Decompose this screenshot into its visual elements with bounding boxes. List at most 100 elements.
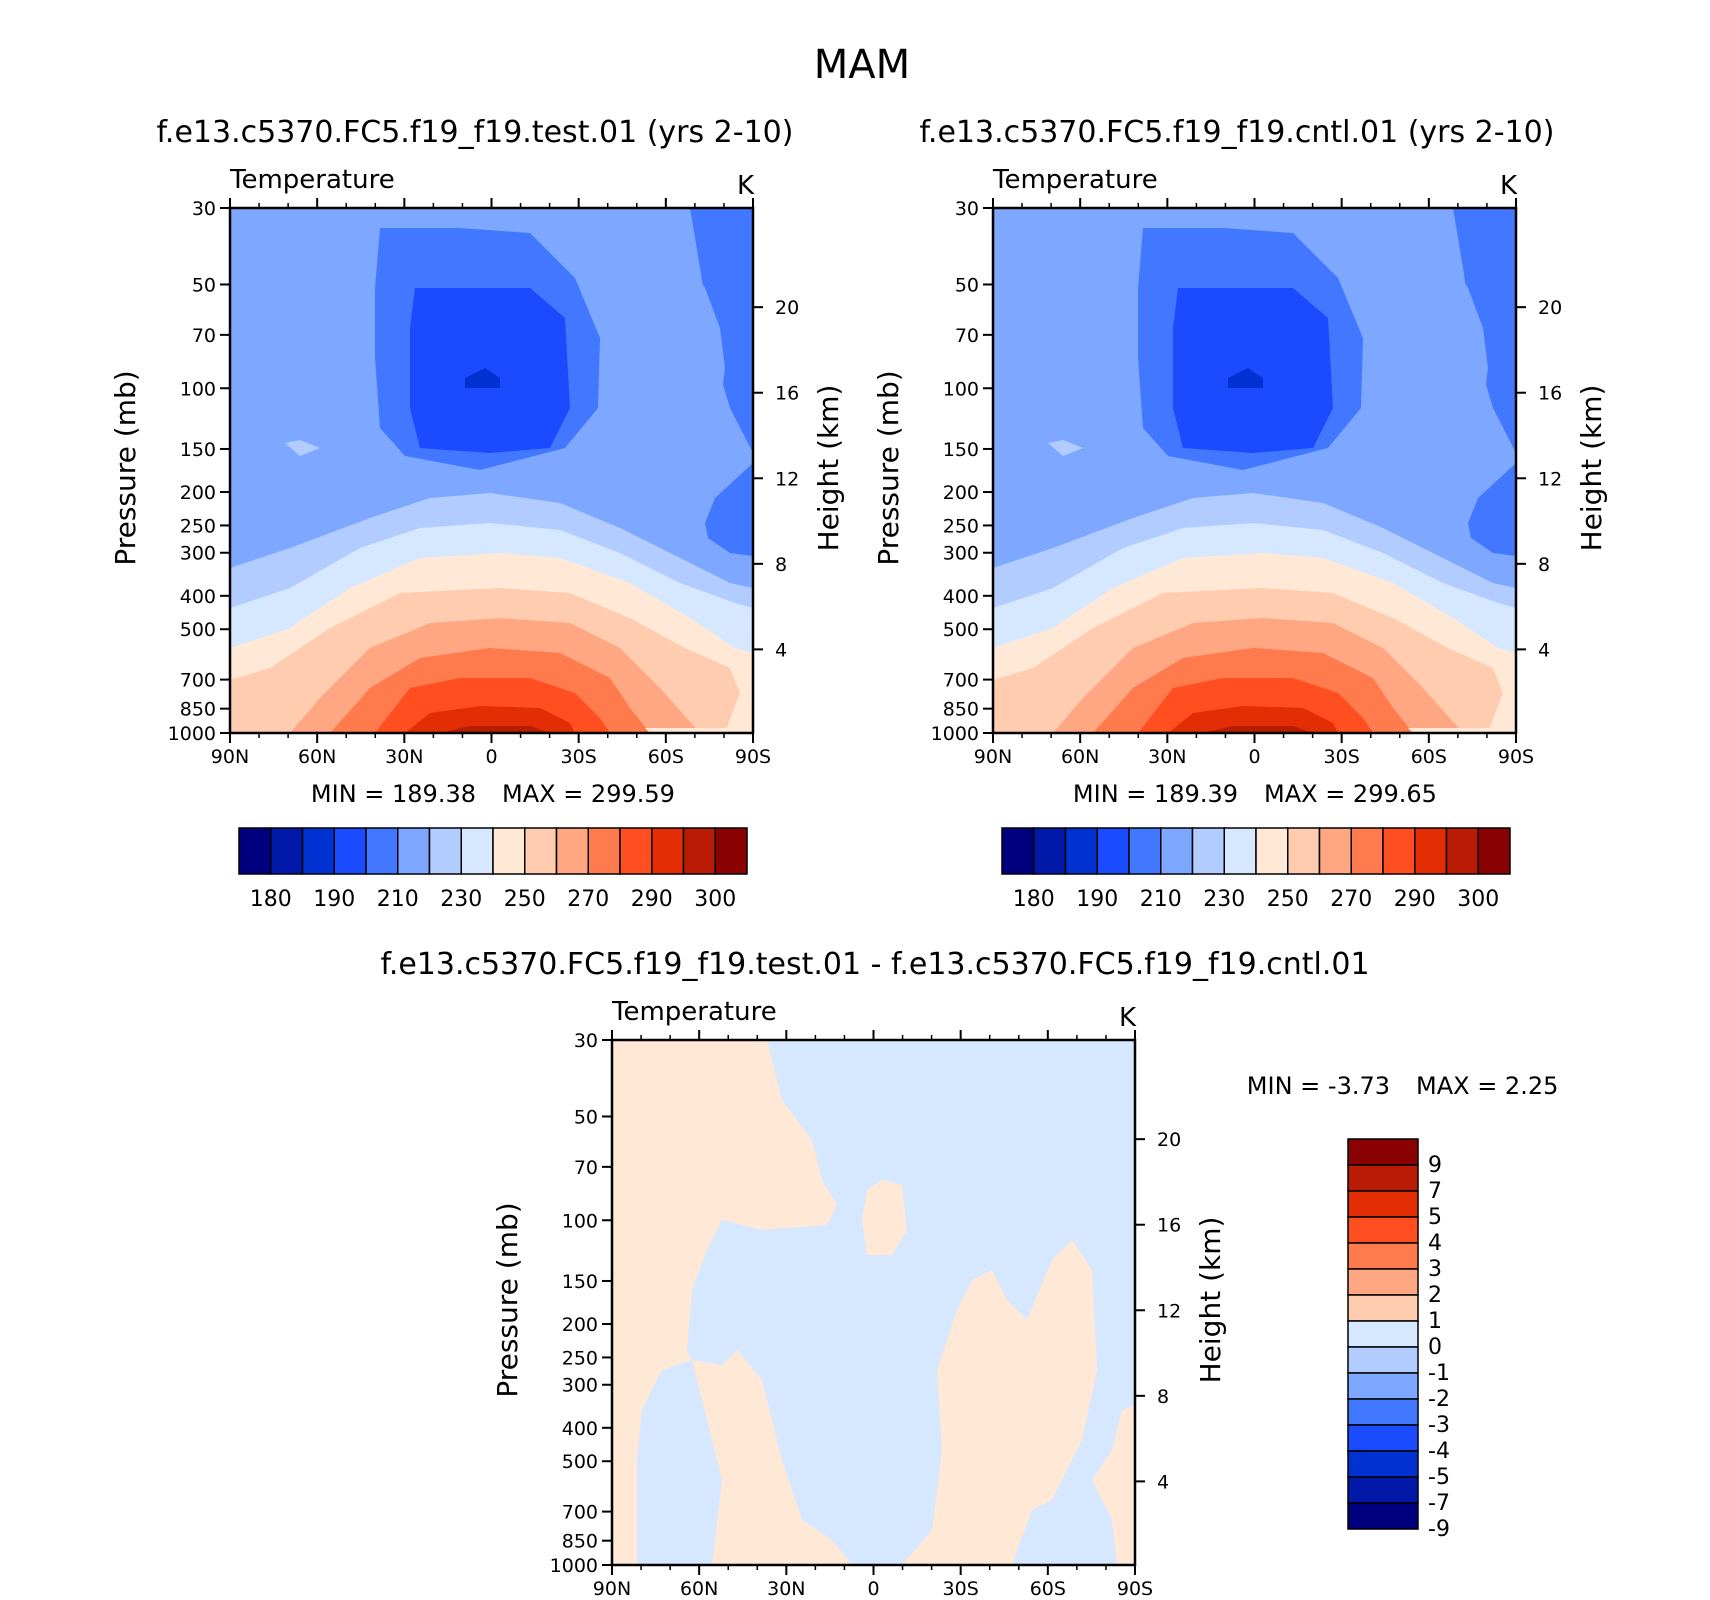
colorbar-box	[333, 827, 367, 875]
colorbar-box	[1128, 827, 1162, 875]
colorbar-box	[1347, 1164, 1419, 1192]
colorbar-box	[1096, 827, 1130, 875]
y-tick-label: 200	[562, 1314, 598, 1336]
variable-label: Temperature	[992, 165, 1158, 195]
y-tick-label: 400	[943, 586, 979, 608]
colorbar-box	[1477, 827, 1511, 875]
y-tick-label: 1000	[550, 1555, 598, 1577]
contour-band-295	[1168, 706, 1338, 733]
colorbar-box	[1414, 827, 1448, 875]
y-tick-label: 700	[943, 670, 979, 692]
panel-cntl-axes: 90N 60N 30N 0 30S 60S 90S 30 50 70 100 150 200 250 300…	[872, 165, 1608, 808]
panel-diff-title: f.e13.c5370.FC5.f19_f19.test.01 - f.e13.…	[380, 947, 1369, 982]
colorbar-box	[524, 827, 558, 875]
colorbar-label: 250	[1267, 887, 1309, 912]
colorbar-box	[1318, 827, 1352, 875]
x-tick-label: 60S	[648, 746, 684, 768]
y-tick-label: 250	[943, 515, 979, 537]
colorbar-label: 3	[1428, 1257, 1442, 1282]
panel-cntl-title: f.e13.c5370.FC5.f19_f19.cntl.01 (yrs 2-1…	[920, 115, 1555, 150]
colorbar-box	[651, 827, 685, 875]
y-tick-label: 1000	[931, 723, 979, 745]
colorbar-box	[1347, 1190, 1419, 1218]
y-tick-label: 100	[562, 1210, 598, 1232]
x-tick-label: 90N	[211, 746, 249, 768]
panel-test-axes: 90N 60N 30N 0 30S 60S 90S 30 50 70 100 150 200 250 300…	[109, 165, 845, 808]
y-tick-label: 500	[562, 1451, 598, 1473]
colorbar-box	[1255, 827, 1289, 875]
colorbar-box	[1033, 827, 1067, 875]
panel-test-title: f.e13.c5370.FC5.f19_f19.test.01 (yrs 2-1…	[157, 115, 794, 150]
contour-band-210-east-low	[705, 463, 753, 556]
x-tick-label: 30S	[943, 1578, 979, 1600]
colorbar-box	[460, 827, 494, 875]
max-label: MAX = 299.65	[1264, 780, 1437, 808]
colorbar-label: -5	[1428, 1465, 1450, 1490]
colorbar-box	[1382, 827, 1416, 875]
contour-band-210-east	[1453, 208, 1516, 453]
colorbar-box	[1347, 1476, 1419, 1504]
colorbar-label: 0	[1428, 1335, 1442, 1360]
min-label: MIN = -3.73	[1247, 1072, 1390, 1100]
contour-band-190	[1228, 368, 1263, 388]
panel-diff-axes: 90N 60N 30N 0 30S 60S 90S305070100150200250300…	[491, 997, 1558, 1600]
units-label: K	[1119, 1003, 1137, 1033]
colorbar-box	[587, 827, 621, 875]
contour-band-pos-pole	[1092, 1405, 1135, 1565]
y-tick-label: 200	[180, 482, 216, 504]
colorbar-box	[1347, 1346, 1419, 1374]
colorbar-box	[1287, 827, 1321, 875]
max-label: MAX = 2.25	[1416, 1072, 1558, 1100]
colorbar-box	[1347, 1294, 1419, 1322]
height-tick-label: 16	[1538, 383, 1562, 405]
y-tick-label: 150	[180, 439, 216, 461]
contour-band-pos-tropic	[862, 1180, 907, 1255]
x-tick-label: 30N	[385, 746, 423, 768]
colorbar-box	[619, 827, 653, 875]
y-tick-label: 850	[943, 699, 979, 721]
y-tick-label: 400	[562, 1418, 598, 1440]
colorbar-label: 300	[1457, 887, 1499, 912]
height-tick-label: 20	[1157, 1129, 1181, 1151]
y-tick-label: 1000	[168, 723, 216, 745]
x-tick-label: 90S	[1117, 1578, 1153, 1600]
colorbar-box	[1347, 1424, 1419, 1452]
contour-band-200	[1173, 288, 1333, 453]
panel-test-contours	[230, 208, 753, 733]
contour-band-295	[405, 706, 575, 733]
colorbar-label: -2	[1428, 1387, 1450, 1412]
x-tick-label: 0	[867, 1578, 879, 1600]
colorbar-label: 180	[1013, 887, 1055, 912]
y-tick-label: 300	[562, 1375, 598, 1397]
colorbar-box	[1445, 827, 1479, 875]
y-tick-label: 500	[943, 619, 979, 641]
x-tick-label: 60N	[298, 746, 336, 768]
height-tick-label: 20	[1538, 297, 1562, 319]
colorbar-box	[1347, 1502, 1419, 1530]
y-tick-label: 100	[943, 378, 979, 400]
colorbar-label: -3	[1428, 1413, 1450, 1438]
colorbar-cntl: 180 190 210 230 250 270 290 300	[1001, 827, 1511, 912]
y-tick-label: 50	[192, 274, 216, 296]
units-label: K	[737, 171, 755, 201]
x-tick-label: 90N	[593, 1578, 631, 1600]
colorbar-box	[1347, 1242, 1419, 1270]
contour-band-230-blob	[1048, 440, 1083, 456]
y-tick-label: 200	[943, 482, 979, 504]
colorbar-box	[1347, 1450, 1419, 1478]
y-axis-label-right: Height (km)	[1194, 1217, 1227, 1384]
x-tick-label: 60N	[680, 1578, 718, 1600]
height-tick-label: 20	[775, 297, 799, 319]
colorbar-label: 290	[1394, 887, 1436, 912]
y-axis-label-right: Height (km)	[1575, 385, 1608, 552]
height-tick-label: 4	[1538, 639, 1550, 661]
panel-test: f.e13.c5370.FC5.f19_f19.test.01 (yrs 2-1…	[109, 115, 845, 808]
y-tick-label: 250	[180, 515, 216, 537]
y-tick-label: 30	[574, 1030, 598, 1052]
x-tick-label: 60N	[1061, 746, 1099, 768]
y-tick-label: 300	[943, 543, 979, 565]
variable-label: Temperature	[611, 997, 777, 1027]
x-tick-label: 0	[485, 746, 497, 768]
colorbar-box	[1350, 827, 1384, 875]
